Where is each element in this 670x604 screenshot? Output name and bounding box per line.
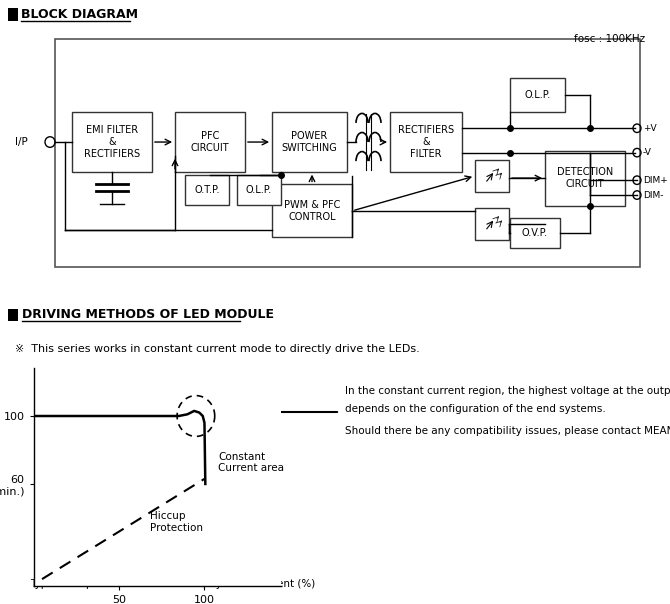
Text: PFC
CIRCUIT: PFC CIRCUIT <box>191 131 229 153</box>
Bar <box>237 175 281 205</box>
Text: Hiccup
Protection: Hiccup Protection <box>150 511 203 533</box>
Text: DIM+: DIM+ <box>643 176 668 185</box>
Text: RECTIFIERS
&
FILTER: RECTIFIERS & FILTER <box>398 126 454 159</box>
Text: I/P: I/P <box>15 137 27 147</box>
Bar <box>72 112 152 172</box>
Text: In the constant current region, the highest voltage at the output of the driver: In the constant current region, the high… <box>345 386 670 396</box>
Text: fosc : 100KHz: fosc : 100KHz <box>574 34 645 44</box>
Bar <box>510 79 565 112</box>
Bar <box>8 309 18 321</box>
Text: O.V.P.: O.V.P. <box>522 228 548 238</box>
Text: BLOCK DIAGRAM: BLOCK DIAGRAM <box>21 8 138 21</box>
Text: depends on the configuration of the end systems.: depends on the configuration of the end … <box>345 404 606 414</box>
Bar <box>272 184 352 237</box>
Bar <box>175 112 245 172</box>
Text: -V: -V <box>643 148 652 157</box>
Text: DRIVING METHODS OF LED MODULE: DRIVING METHODS OF LED MODULE <box>22 309 274 321</box>
Bar <box>475 160 509 192</box>
Text: +V: +V <box>643 124 657 133</box>
Text: Typical output current normalized by rated current (%): Typical output current normalized by rat… <box>30 579 316 589</box>
Text: Constant
Current area: Constant Current area <box>218 452 284 474</box>
Text: POWER
SWITCHING: POWER SWITCHING <box>281 131 338 153</box>
Bar <box>272 112 347 172</box>
Text: O.L.P.: O.L.P. <box>246 185 272 194</box>
Text: Should there be any compatibility issues, please contact MEAN WELL.: Should there be any compatibility issues… <box>345 426 670 436</box>
Text: EMI FILTER
&
RECTIFIERS: EMI FILTER & RECTIFIERS <box>84 126 140 159</box>
Bar <box>510 219 560 248</box>
Text: DETECTION
CIRCUIT: DETECTION CIRCUIT <box>557 167 613 189</box>
Bar <box>390 112 462 172</box>
Bar <box>55 39 640 267</box>
Text: PWM & PFC
CONTROL: PWM & PFC CONTROL <box>284 200 340 222</box>
Text: DIM-: DIM- <box>643 190 663 199</box>
Bar <box>8 8 18 21</box>
Text: ※  This series works in constant current mode to directly drive the LEDs.: ※ This series works in constant current … <box>15 344 419 354</box>
Bar <box>545 150 625 205</box>
Text: O.T.P.: O.T.P. <box>194 185 220 194</box>
Bar <box>475 208 509 240</box>
Text: O.L.P.: O.L.P. <box>525 91 551 100</box>
Bar <box>185 175 229 205</box>
